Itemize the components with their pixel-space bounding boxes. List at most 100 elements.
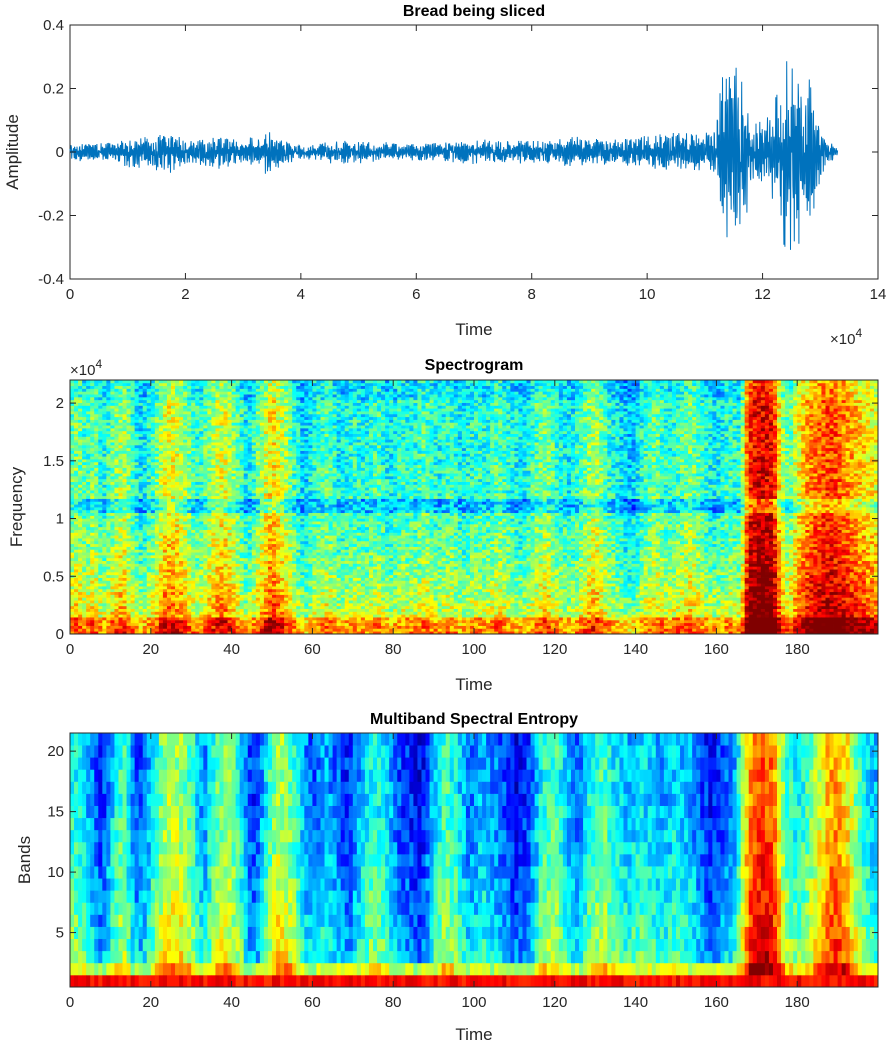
spectrogram-cell <box>110 561 114 564</box>
spectrogram-cell <box>171 628 175 631</box>
spectrogram-cell <box>252 473 256 476</box>
spectrogram-cell <box>147 603 151 606</box>
spectrogram-cell <box>171 476 175 479</box>
spectrogram-cell <box>219 578 223 581</box>
spectrogram-cell <box>175 487 179 490</box>
spectrogram-cell <box>252 451 256 454</box>
spectrogram-cell <box>82 626 86 629</box>
spectrogram-cell <box>236 467 240 470</box>
spectrogram-cell <box>127 504 131 507</box>
spectrogram-cell <box>127 552 131 555</box>
spectrogram-cell <box>268 611 272 614</box>
spectrogram-cell <box>82 445 86 448</box>
spectrogram-cell <box>203 583 207 586</box>
spectrogram-cell <box>240 411 244 414</box>
spectrogram-cell <box>114 428 118 431</box>
spectrogram-cell <box>98 405 102 408</box>
spectrogram-cell <box>288 566 292 569</box>
spectrogram-cell <box>171 417 175 420</box>
spectrogram-cell <box>280 521 284 524</box>
spectrogram-cell <box>147 600 151 603</box>
spectrogram-cell <box>240 524 244 527</box>
spectrogram-cell <box>260 611 264 614</box>
spectrogram-cell <box>199 451 203 454</box>
spectrogram-cell <box>232 388 236 391</box>
spectrogram-cell <box>102 408 106 411</box>
spectrogram-cell <box>147 515 151 518</box>
spectrogram-cell <box>147 569 151 572</box>
spectrogram-cell <box>199 473 203 476</box>
spectrogram-cell <box>240 456 244 459</box>
spectrogram-cell <box>155 431 159 434</box>
spectrogram-cell <box>183 507 187 510</box>
spectrogram-cell <box>256 448 260 451</box>
spectrogram-cell <box>183 592 187 595</box>
spectrogram-cell <box>207 431 211 434</box>
spectrogram-cell <box>244 504 248 507</box>
spectrogram-cell <box>252 611 256 614</box>
spectrogram-cell <box>151 563 155 566</box>
spectrogram-cell <box>244 465 248 468</box>
spectrogram-cell <box>102 513 106 516</box>
spectrogram-cell <box>219 510 223 513</box>
spectrogram-cell <box>232 420 236 423</box>
spectrogram-cell <box>127 513 131 516</box>
spectrogram-cell <box>118 442 122 445</box>
spectrogram-cell <box>203 617 207 620</box>
spectrogram-cell <box>70 535 74 538</box>
spectrogram-cell <box>123 414 127 417</box>
spectrogram-cell <box>260 583 264 586</box>
spectrogram-cell <box>102 600 106 603</box>
spectrogram-cell <box>167 417 171 420</box>
spectrogram-cell <box>288 507 292 510</box>
spectrogram-cell <box>264 572 268 575</box>
spectrogram-cell <box>159 431 163 434</box>
spectrogram-cell <box>272 549 276 552</box>
spectrogram-cell <box>123 583 127 586</box>
spectrogram-cell <box>199 611 203 614</box>
spectrogram-cell <box>280 493 284 496</box>
spectrogram-cell <box>187 394 191 397</box>
spectrogram-cell <box>114 493 118 496</box>
spectrogram-cell <box>199 436 203 439</box>
spectrogram-cell <box>114 499 118 502</box>
spectrogram-cell <box>264 391 268 394</box>
spectrogram-cell <box>268 408 272 411</box>
spectrogram-cell <box>70 394 74 397</box>
spectrogram-cell <box>163 420 167 423</box>
spectrogram-cell <box>195 459 199 462</box>
spectrogram-cell <box>102 425 106 428</box>
waveform-y-tick-label: 0.4 <box>43 17 64 34</box>
waveform-y-tick-label: -0.4 <box>38 271 64 288</box>
spectrogram-cell <box>215 513 219 516</box>
spectrogram-cell <box>256 388 260 391</box>
spectrogram-cell <box>175 445 179 448</box>
spectrogram-cell <box>139 549 143 552</box>
spectrogram-cell <box>268 628 272 631</box>
spectrogram-cell <box>224 558 228 561</box>
spectrogram-cell <box>244 603 248 606</box>
spectrogram-cell <box>98 549 102 552</box>
spectrogram-cell <box>175 403 179 406</box>
spectrogram-cell <box>211 597 215 600</box>
spectrogram-cell <box>106 448 110 451</box>
spectrogram-cell <box>131 408 135 411</box>
spectrogram-cell <box>207 391 211 394</box>
spectrogram-cell <box>110 436 114 439</box>
spectrogram-cell <box>143 623 147 626</box>
spectrogram-cell <box>139 467 143 470</box>
spectrogram-cell <box>280 476 284 479</box>
spectrogram-cell <box>203 391 207 394</box>
spectrogram-cell <box>240 487 244 490</box>
spectrogram-cell <box>74 611 78 614</box>
spectrogram-cell <box>228 417 232 420</box>
spectrogram-cell <box>74 465 78 468</box>
spectrogram-cell <box>70 405 74 408</box>
spectrogram-cell <box>207 411 211 414</box>
spectrogram-cell <box>276 504 280 507</box>
spectrogram-cell <box>131 504 135 507</box>
spectrogram-cell <box>211 431 215 434</box>
spectrogram-cell <box>114 473 118 476</box>
spectrogram-cell <box>248 609 252 612</box>
spectrogram-cell <box>123 578 127 581</box>
